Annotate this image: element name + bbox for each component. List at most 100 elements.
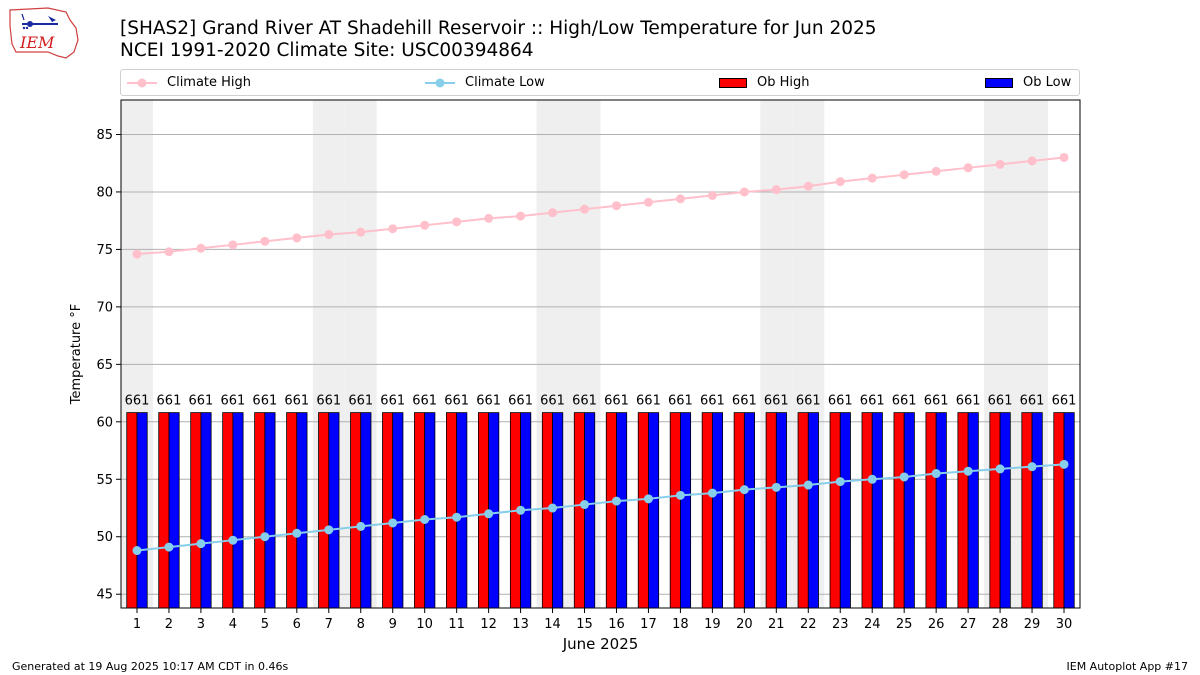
bar-value-label: 661 (796, 394, 821, 409)
ob-high-bar (350, 412, 362, 609)
ob-high-bar (861, 412, 873, 609)
x-tick-label: 28 (992, 617, 1009, 632)
bars (126, 412, 1075, 609)
ob-low-bar (775, 412, 787, 609)
legend-climate-high: Climate High (127, 70, 251, 95)
ob-low-bar (168, 412, 180, 609)
weekend-band (121, 100, 153, 608)
climate-high-point (324, 229, 334, 239)
x-tick-label: 29 (1024, 617, 1041, 632)
ob-high-bar (286, 412, 298, 609)
ob-high-swatch-icon (719, 77, 747, 88)
x-tick-label: 11 (448, 617, 465, 632)
weekend-band (568, 100, 601, 608)
x-tick-label: 27 (960, 617, 977, 632)
x-tick-label: 1 (133, 617, 141, 632)
bar-value-label: 661 (348, 394, 373, 409)
ob-high-bar (925, 412, 937, 609)
ob-low-bar (935, 412, 947, 609)
climate-low-point (835, 477, 845, 487)
y-tick-label: 55 (96, 473, 113, 488)
climate-high-point (611, 201, 621, 211)
climate-low-point (196, 539, 206, 549)
bar-value-label: 661 (284, 394, 309, 409)
x-tick-label: 20 (736, 617, 753, 632)
x-tick-label: 14 (544, 617, 561, 632)
legend-ob-high: Ob High (719, 70, 810, 95)
bar-value-label: 661 (828, 394, 853, 409)
climate-low-point (484, 509, 494, 519)
climate-high-point (643, 197, 653, 207)
bar-value-label: 661 (252, 394, 277, 409)
bar-value-label: 661 (476, 394, 501, 409)
climate-low-point (356, 521, 366, 531)
logo-text: IEM (19, 33, 55, 52)
ob-low-bar (999, 412, 1011, 609)
y-tick-label: 45 (96, 588, 113, 603)
bar-value-label: 661 (924, 394, 949, 409)
bar-value-label: 661 (189, 394, 214, 409)
ob-low-swatch-icon (985, 77, 1013, 88)
legend-climate-low: Climate Low (425, 70, 545, 95)
x-tick-label: 17 (640, 617, 657, 632)
grid-lines (121, 133, 1080, 595)
ob-low-bar (616, 412, 628, 609)
climate-high-point (356, 227, 366, 237)
ob-low-bar (871, 412, 883, 609)
ob-low-bar (584, 412, 596, 609)
climate-low-point (643, 494, 653, 504)
weekend-band (984, 100, 1017, 608)
weekend-band (312, 100, 345, 608)
climate-low-point (675, 490, 685, 500)
ob-high-bar (829, 412, 841, 609)
climate-high-point (803, 181, 813, 191)
x-axis-label: June 2025 (562, 635, 639, 653)
ob-low-bar (136, 412, 148, 609)
bar-value-label: 661 (700, 394, 725, 409)
x-tick-label: 8 (357, 617, 365, 632)
x-tick-label: 5 (261, 617, 269, 632)
bar-value-label: 661 (316, 394, 341, 409)
ob-low-bar (1063, 412, 1075, 609)
ob-low-bar (967, 412, 979, 609)
climate-high-point (516, 211, 526, 221)
iem-logo: IEM (9, 7, 79, 59)
climate-low-point (739, 485, 749, 495)
bar-value-label: 661 (892, 394, 917, 409)
x-tick-label: 25 (896, 617, 913, 632)
x-tick-label: 15 (576, 617, 593, 632)
legend-ob-low: Ob Low (985, 70, 1071, 95)
ob-high-bar (222, 412, 234, 609)
y-tick-label: 70 (96, 300, 113, 315)
climate-low-point (963, 466, 973, 476)
y-axis-label: Temperature °F (69, 304, 84, 405)
bar-value-label: 661 (1020, 394, 1045, 409)
ob-high-bar (669, 412, 681, 609)
ob-high-bar (957, 412, 969, 609)
ob-high-bar (637, 412, 649, 609)
climate-low-point (1027, 462, 1037, 472)
y-axis: 45 50 55 60 65 70 75 80 85 (96, 128, 121, 603)
climate-low-point (771, 482, 781, 492)
bar-value-label: 661 (508, 394, 533, 409)
climate-high-point (707, 190, 717, 200)
ob-high-bar (414, 412, 426, 609)
climate-low-line (136, 463, 1065, 552)
bar-value-label: 661 (412, 394, 437, 409)
weekend-band (536, 100, 569, 608)
climate-low-point (611, 496, 621, 506)
y-tick-label: 80 (96, 185, 113, 200)
footer-app: IEM Autoplot App #17 (1066, 660, 1189, 673)
x-tick-label: 2 (165, 617, 173, 632)
climate-low-point (548, 503, 558, 513)
climate-low-line-icon (425, 78, 455, 87)
bar-value-label: 661 (220, 394, 245, 409)
x-tick-label: 26 (928, 617, 945, 632)
climate-low-point (132, 546, 142, 556)
climate-high-point (580, 204, 590, 214)
bar-value-label: 661 (444, 394, 469, 409)
ob-high-bar (893, 412, 905, 609)
ob-low-bar (200, 412, 212, 609)
bar-value-label: 661 (860, 394, 885, 409)
ob-high-bar (446, 412, 458, 609)
